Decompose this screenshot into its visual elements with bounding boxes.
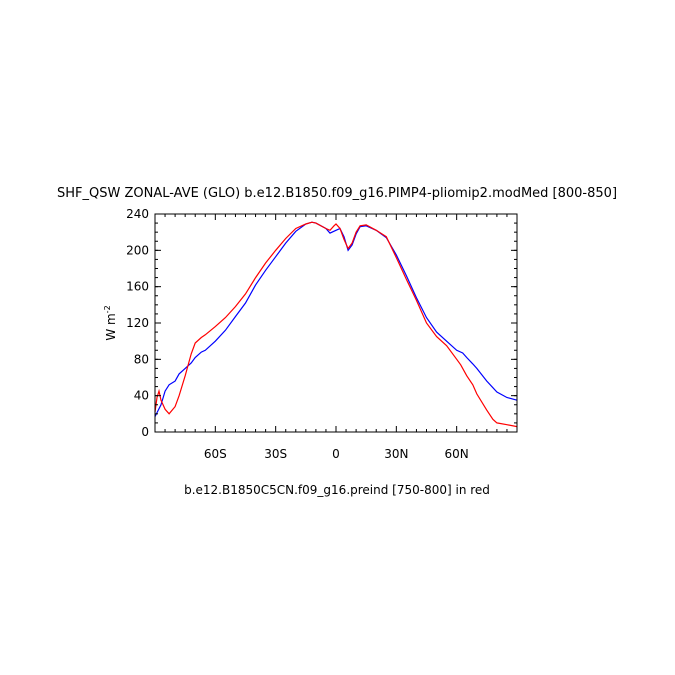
y-tick-label: 120: [126, 316, 149, 330]
footer-note: b.e12.B1850C5CN.f09_g16.preind [750-800]…: [184, 483, 490, 497]
x-tick-label: 30S: [264, 447, 287, 461]
y-tick-label: 160: [126, 280, 149, 294]
x-tick-label: 0: [332, 447, 340, 461]
plot-frame: [154, 213, 518, 433]
y-tick-label: 40: [134, 389, 149, 403]
y-tick-label: 200: [126, 243, 149, 257]
y-tick-label: 80: [134, 352, 149, 366]
y-axis-label: W m-2: [103, 305, 118, 340]
series-line-1: [154, 221, 518, 417]
plot-area: 0 40 80 120 160 200 240 60S 30S 0 30N 60N: [126, 207, 518, 461]
series-line-2: [154, 221, 518, 428]
x-tick-label: 60N: [445, 447, 469, 461]
y-tick-label: 0: [141, 425, 149, 439]
x-tick-label: 60S: [204, 447, 227, 461]
y-tick-label: 240: [126, 207, 149, 221]
chart-title: SHF_QSW ZONAL-AVE (GLO) b.e12.B1850.f09_…: [57, 186, 617, 201]
x-tick-label: 30N: [384, 447, 408, 461]
y-axis-label-superscript: -2: [103, 305, 112, 313]
